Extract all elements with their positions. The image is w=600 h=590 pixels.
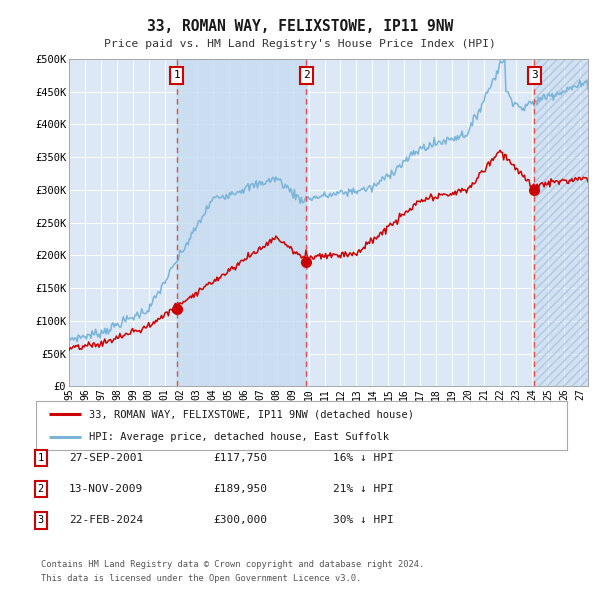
Text: Contains HM Land Registry data © Crown copyright and database right 2024.: Contains HM Land Registry data © Crown c…: [41, 559, 424, 569]
Bar: [535, 59, 588, 386]
Text: 3: 3: [531, 70, 538, 80]
Text: 27-SEP-2001: 27-SEP-2001: [69, 453, 143, 463]
Text: £300,000: £300,000: [213, 516, 267, 525]
Text: 22-FEB-2024: 22-FEB-2024: [69, 516, 143, 525]
Text: 1: 1: [173, 70, 180, 80]
Text: 13-NOV-2009: 13-NOV-2009: [69, 484, 143, 494]
Bar: [176, 59, 307, 386]
Text: This data is licensed under the Open Government Licence v3.0.: This data is licensed under the Open Gov…: [41, 573, 361, 583]
Text: Price paid vs. HM Land Registry's House Price Index (HPI): Price paid vs. HM Land Registry's House …: [104, 39, 496, 48]
Bar: [535, 59, 588, 386]
Text: 3: 3: [38, 516, 44, 525]
Text: 33, ROMAN WAY, FELIXSTOWE, IP11 9NW: 33, ROMAN WAY, FELIXSTOWE, IP11 9NW: [147, 19, 453, 34]
Text: HPI: Average price, detached house, East Suffolk: HPI: Average price, detached house, East…: [89, 431, 389, 441]
Text: 2: 2: [303, 70, 310, 80]
Text: £189,950: £189,950: [213, 484, 267, 494]
Text: 1: 1: [38, 453, 44, 463]
Text: 21% ↓ HPI: 21% ↓ HPI: [333, 484, 394, 494]
Text: 2: 2: [38, 484, 44, 494]
Text: 16% ↓ HPI: 16% ↓ HPI: [333, 453, 394, 463]
Text: 33, ROMAN WAY, FELIXSTOWE, IP11 9NW (detached house): 33, ROMAN WAY, FELIXSTOWE, IP11 9NW (det…: [89, 409, 414, 419]
Text: £117,750: £117,750: [213, 453, 267, 463]
Text: 30% ↓ HPI: 30% ↓ HPI: [333, 516, 394, 525]
